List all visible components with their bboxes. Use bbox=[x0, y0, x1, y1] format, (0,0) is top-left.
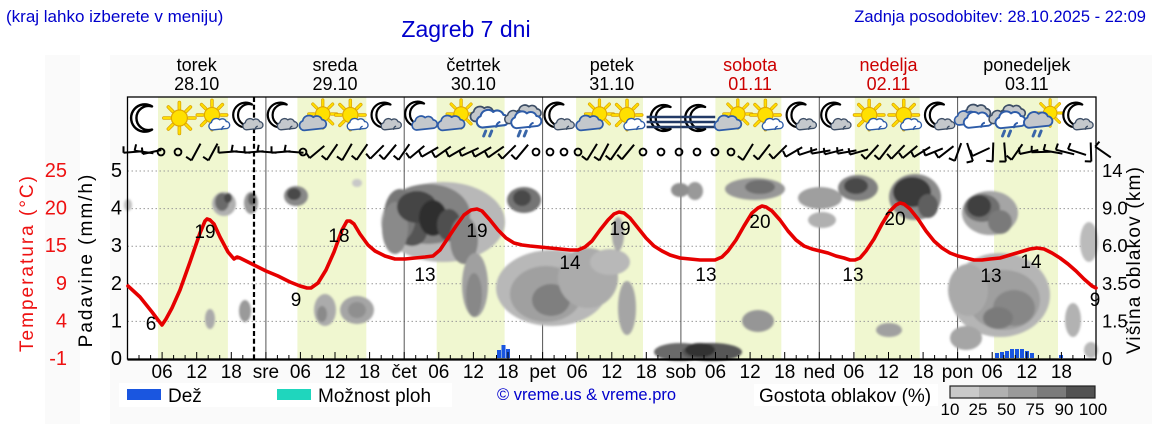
svg-text:Zadnja posodobitev: 28.10.2025: Zadnja posodobitev: 28.10.2025 - 22:09 bbox=[854, 8, 1146, 26]
svg-text:19: 19 bbox=[609, 219, 630, 240]
svg-text:18: 18 bbox=[497, 362, 518, 383]
svg-text:03.11: 03.11 bbox=[1005, 74, 1049, 94]
svg-text:28.10: 28.10 bbox=[174, 74, 219, 94]
svg-text:14: 14 bbox=[1020, 252, 1042, 273]
svg-text:Padavine (mm/h): Padavine (mm/h) bbox=[76, 173, 97, 348]
svg-text:15: 15 bbox=[45, 235, 67, 257]
svg-text:06: 06 bbox=[843, 362, 864, 383]
svg-text:10: 10 bbox=[941, 400, 960, 419]
svg-text:3.5: 3.5 bbox=[1102, 273, 1128, 294]
svg-text:18: 18 bbox=[774, 362, 795, 383]
svg-text:6.0: 6.0 bbox=[1102, 235, 1128, 256]
svg-text:Temperatura (°C): Temperatura (°C) bbox=[17, 174, 38, 352]
svg-text:25: 25 bbox=[969, 400, 988, 419]
svg-text:torek: torek bbox=[177, 55, 218, 75]
svg-text:9: 9 bbox=[56, 273, 67, 295]
svg-text:12: 12 bbox=[1016, 362, 1037, 383]
svg-text:06: 06 bbox=[290, 362, 311, 383]
svg-text:20: 20 bbox=[884, 209, 905, 230]
svg-text:2: 2 bbox=[111, 273, 122, 295]
svg-text:12: 12 bbox=[324, 362, 345, 383]
svg-text:4: 4 bbox=[56, 310, 67, 332]
svg-text:12: 12 bbox=[186, 362, 207, 383]
svg-text:06: 06 bbox=[428, 362, 449, 383]
svg-text:© vreme.us & vreme.pro: © vreme.us & vreme.pro bbox=[497, 386, 676, 404]
svg-text:Višina oblakov (km): Višina oblakov (km) bbox=[1124, 166, 1145, 354]
svg-text:75: 75 bbox=[1026, 400, 1045, 419]
svg-text:1.5: 1.5 bbox=[1102, 310, 1128, 331]
svg-text:18: 18 bbox=[221, 362, 242, 383]
svg-text:nedelja: nedelja bbox=[859, 55, 918, 75]
svg-text:ned: ned bbox=[803, 362, 835, 383]
svg-text:19: 19 bbox=[466, 221, 487, 242]
svg-text:sre: sre bbox=[253, 362, 279, 383]
svg-text:Možnost ploh: Možnost ploh bbox=[318, 386, 431, 407]
svg-text:0: 0 bbox=[1102, 348, 1112, 369]
svg-text:18: 18 bbox=[1051, 362, 1072, 383]
svg-text:18: 18 bbox=[636, 362, 657, 383]
svg-text:20: 20 bbox=[749, 212, 770, 233]
svg-text:02.11: 02.11 bbox=[867, 74, 911, 94]
svg-text:3: 3 bbox=[111, 235, 122, 257]
svg-text:29.10: 29.10 bbox=[312, 74, 357, 94]
svg-text:100: 100 bbox=[1079, 400, 1107, 419]
svg-text:50: 50 bbox=[997, 400, 1016, 419]
svg-text:6: 6 bbox=[146, 314, 157, 335]
svg-text:06: 06 bbox=[982, 362, 1003, 383]
svg-text:20: 20 bbox=[45, 198, 67, 220]
svg-text:13: 13 bbox=[695, 265, 716, 286]
svg-text:14: 14 bbox=[1102, 160, 1123, 181]
svg-text:petek: petek bbox=[590, 55, 635, 75]
svg-text:Gostota oblakov (%): Gostota oblakov (%) bbox=[759, 386, 931, 407]
svg-text:čet: čet bbox=[392, 362, 418, 383]
svg-text:sreda: sreda bbox=[312, 55, 358, 75]
svg-text:14: 14 bbox=[559, 253, 581, 274]
svg-text:9.0: 9.0 bbox=[1102, 198, 1128, 219]
svg-text:sob: sob bbox=[666, 362, 697, 383]
svg-text:9: 9 bbox=[1090, 290, 1101, 311]
svg-text:13: 13 bbox=[842, 265, 863, 286]
svg-text:19: 19 bbox=[194, 222, 215, 243]
svg-text:0: 0 bbox=[111, 348, 122, 370]
svg-text:4: 4 bbox=[111, 198, 122, 220]
svg-text:18: 18 bbox=[328, 226, 349, 247]
svg-text:9: 9 bbox=[291, 290, 302, 311]
svg-text:(kraj lahko izberete v meniju): (kraj lahko izberete v meniju) bbox=[6, 7, 223, 26]
svg-text:18: 18 bbox=[913, 362, 934, 383]
svg-text:06: 06 bbox=[152, 362, 173, 383]
svg-text:-1: -1 bbox=[49, 348, 67, 370]
svg-text:06: 06 bbox=[705, 362, 726, 383]
svg-text:01.11: 01.11 bbox=[728, 74, 772, 94]
svg-text:pon: pon bbox=[942, 362, 974, 383]
svg-text:25: 25 bbox=[45, 160, 67, 182]
svg-text:12: 12 bbox=[601, 362, 622, 383]
svg-text:30.10: 30.10 bbox=[451, 74, 496, 94]
svg-text:13: 13 bbox=[980, 266, 1001, 287]
svg-text:12: 12 bbox=[878, 362, 899, 383]
svg-text:1: 1 bbox=[111, 310, 122, 332]
svg-text:12: 12 bbox=[740, 362, 761, 383]
svg-text:06: 06 bbox=[567, 362, 588, 383]
svg-text:18: 18 bbox=[359, 362, 380, 383]
svg-text:5: 5 bbox=[111, 160, 122, 182]
svg-text:13: 13 bbox=[414, 265, 435, 286]
svg-text:90: 90 bbox=[1055, 400, 1074, 419]
svg-text:Dež: Dež bbox=[168, 386, 202, 407]
svg-text:Zagreb 7 dni: Zagreb 7 dni bbox=[401, 16, 530, 42]
svg-text:četrtek: četrtek bbox=[446, 55, 501, 75]
svg-text:31.10: 31.10 bbox=[589, 74, 634, 94]
svg-text:sobota: sobota bbox=[723, 55, 778, 75]
svg-text:pet: pet bbox=[529, 362, 556, 383]
svg-text:ponedeljek: ponedeljek bbox=[983, 55, 1071, 75]
svg-text:12: 12 bbox=[463, 362, 484, 383]
